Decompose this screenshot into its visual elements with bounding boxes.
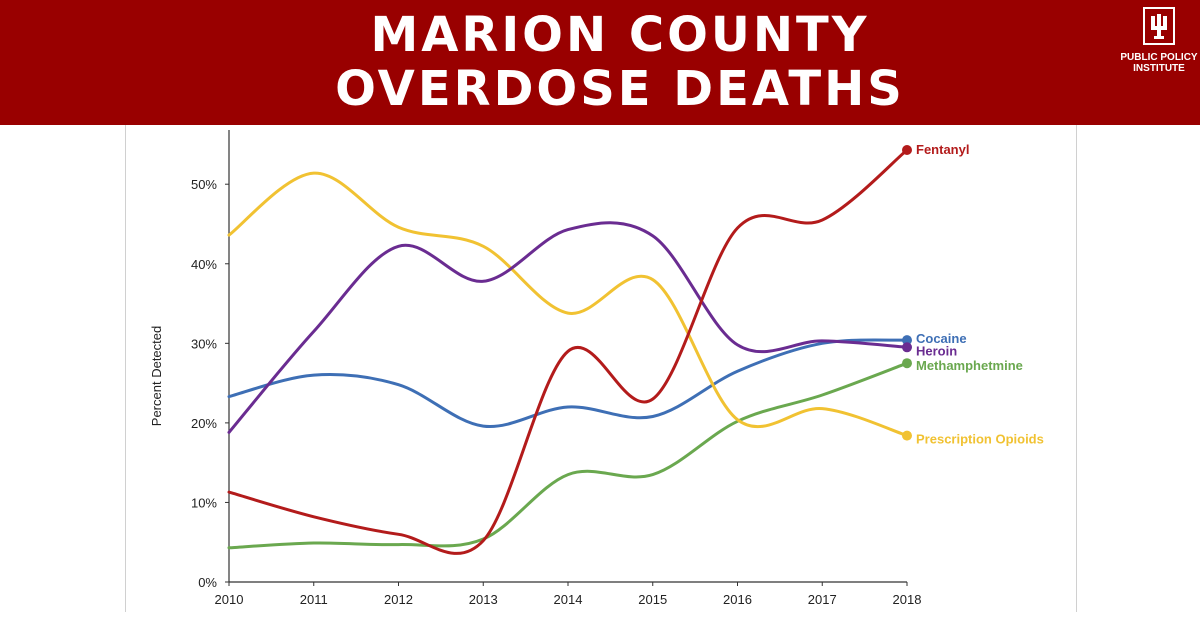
x-tick-label: 2014 bbox=[554, 592, 583, 607]
x-tick-label: 2010 bbox=[215, 592, 244, 607]
series-label-methamphetmine: Methamphetmine bbox=[916, 358, 1023, 373]
x-tick-label: 2012 bbox=[384, 592, 413, 607]
iu-trident-icon bbox=[1143, 7, 1175, 45]
series-label-prescription-opioids: Prescription Opioids bbox=[916, 432, 1044, 447]
series-end-point-methamphetmine bbox=[902, 358, 912, 369]
series-line-methamphetmine bbox=[227, 361, 909, 550]
page-title: MARION COUNTY OVERDOSE DEATHS bbox=[0, 8, 1200, 116]
series-end-point-prescription-opioids bbox=[902, 430, 912, 441]
title-banner bbox=[0, 0, 1200, 125]
logo-line-2: INSTITUTE bbox=[1133, 63, 1185, 74]
y-tick-label: 10% bbox=[191, 495, 217, 510]
series-line-cocaine bbox=[227, 338, 909, 429]
x-tick-label: 2017 bbox=[808, 592, 837, 607]
series-line-heroin bbox=[227, 221, 909, 434]
x-tick-label: 2011 bbox=[300, 592, 328, 607]
series-end-point-heroin bbox=[902, 342, 912, 353]
y-tick-label: 0% bbox=[198, 575, 217, 590]
series-end-point-cocaine bbox=[902, 335, 912, 346]
title-line-2: OVERDOSE DEATHS bbox=[335, 61, 905, 117]
y-tick-label: 30% bbox=[191, 336, 217, 351]
logo-line-1: PUBLIC POLICY bbox=[1120, 52, 1198, 63]
series-label-cocaine: Cocaine bbox=[916, 331, 967, 346]
y-tick-label: 50% bbox=[191, 177, 217, 192]
series-label-heroin: Heroin bbox=[916, 343, 957, 358]
x-tick-label: 2015 bbox=[638, 592, 667, 607]
y-tick-label: 20% bbox=[191, 416, 217, 431]
x-tick-label: 2013 bbox=[469, 592, 498, 607]
institute-logo: PUBLIC POLICY INSTITUTE bbox=[1118, 6, 1200, 96]
series-end-point-fentanyl bbox=[902, 145, 912, 155]
y-axis-label: Percent Detected bbox=[149, 326, 164, 426]
x-tick-label: 2018 bbox=[893, 592, 922, 607]
x-tick-label: 2016 bbox=[723, 592, 752, 607]
series-line-prescription-opioids bbox=[227, 171, 909, 438]
title-line-1: MARION COUNTY bbox=[370, 7, 870, 63]
series-line-fentanyl bbox=[227, 148, 909, 555]
y-tick-label: 40% bbox=[191, 257, 217, 272]
series-label-fentanyl: Fentanyl bbox=[916, 142, 969, 157]
chart-frame bbox=[125, 125, 1077, 612]
